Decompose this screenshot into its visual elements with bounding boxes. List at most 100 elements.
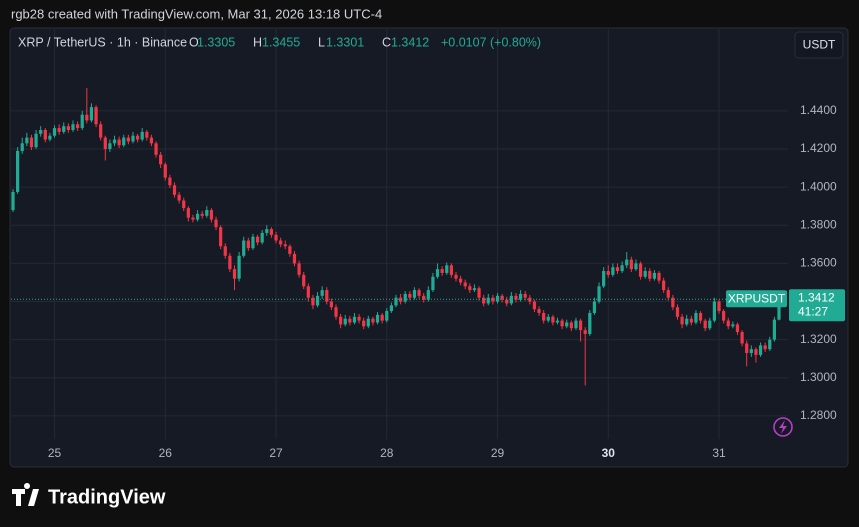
candle-body xyxy=(648,271,652,279)
candle-body xyxy=(186,208,190,218)
legend-value: 1.3301 xyxy=(326,35,364,49)
candle-body xyxy=(149,137,154,144)
candle-body xyxy=(491,297,495,302)
candle-body xyxy=(200,213,204,216)
candle-body xyxy=(749,349,753,354)
candle-body xyxy=(754,349,758,355)
candle-body xyxy=(597,286,601,302)
price-tag: 1.3412 xyxy=(798,290,835,304)
brand-text: TradingView xyxy=(48,486,166,508)
candle-body xyxy=(578,320,583,331)
candle-body xyxy=(758,345,763,355)
lightning-icon[interactable] xyxy=(773,417,793,437)
candle-body xyxy=(154,143,158,155)
candle-body xyxy=(652,272,657,279)
plot-area: 1.28001.30001.32001.34001.36001.38001.40… xyxy=(11,29,845,460)
candle-body xyxy=(583,330,587,334)
candle-body xyxy=(703,320,707,329)
candle-body xyxy=(657,272,661,281)
candle-body xyxy=(195,213,200,220)
candle-body xyxy=(94,107,98,125)
ohlc-legend: O1.3305 H 1.3455 L 1.3301 C 1.3412 +0.0107 (+0.… xyxy=(189,35,541,49)
y-tick-label: 1.4000 xyxy=(800,179,837,193)
candle-body xyxy=(172,185,177,195)
currency-label[interactable]: USDT xyxy=(803,38,836,52)
candle-body xyxy=(394,297,398,306)
candle-body xyxy=(440,269,444,273)
candle-body xyxy=(279,240,283,245)
candle-body xyxy=(99,124,103,138)
candle-body xyxy=(426,290,430,300)
candle-body xyxy=(408,293,412,298)
currency-button[interactable] xyxy=(794,31,844,59)
candle-body xyxy=(80,114,84,129)
candle-body xyxy=(615,267,620,272)
candle-body xyxy=(29,137,34,148)
legend-change: +0.0107 (+0.80%) xyxy=(441,35,541,49)
candle-body xyxy=(131,135,135,142)
candle-body xyxy=(375,314,380,323)
x-tick-label: 25 xyxy=(48,446,62,460)
candle-body xyxy=(675,307,680,317)
candle-body xyxy=(205,210,209,216)
candle-body xyxy=(537,309,541,313)
candle-body xyxy=(694,312,698,323)
candle-body xyxy=(555,320,560,323)
candle-body xyxy=(269,229,274,235)
candle-body xyxy=(292,253,297,264)
candle-body xyxy=(449,265,453,275)
candle-body xyxy=(435,269,440,277)
candle-body xyxy=(486,297,490,304)
candle-body xyxy=(168,177,172,186)
candle-body xyxy=(288,246,292,254)
candle-body xyxy=(735,324,740,333)
candle-body xyxy=(75,124,80,129)
candle-body xyxy=(242,240,246,256)
candle-body xyxy=(569,322,573,329)
y-tick-label: 1.2800 xyxy=(800,408,837,422)
candle-body xyxy=(122,137,126,146)
candle-body xyxy=(445,265,449,273)
candle-body xyxy=(306,286,310,298)
symbol-title: XRP / TetherUS · 1h · Binance xyxy=(18,35,187,49)
legend-value: 1.3305 xyxy=(197,35,235,49)
candle-body xyxy=(339,316,343,325)
candle-body xyxy=(777,299,781,320)
brand-mark xyxy=(12,482,39,506)
candle-body xyxy=(666,290,670,298)
candle-body xyxy=(371,318,375,323)
candle-body xyxy=(62,126,66,132)
candle-body xyxy=(108,143,112,150)
candle-body xyxy=(228,255,232,270)
candle-body xyxy=(66,126,70,130)
candle-body xyxy=(140,131,144,140)
candle-body xyxy=(255,236,260,243)
candle-body xyxy=(745,343,749,354)
candle-body xyxy=(560,320,564,327)
candle-body xyxy=(463,282,467,287)
candle-body xyxy=(48,135,52,140)
legend-key: C xyxy=(382,35,391,49)
candle-body xyxy=(518,293,523,300)
candle-body xyxy=(283,244,287,247)
candle-body xyxy=(126,137,130,142)
candle-body xyxy=(302,274,306,287)
y-tick-label: 1.4200 xyxy=(800,141,837,155)
candle-body xyxy=(315,295,320,306)
candle-body xyxy=(551,316,555,323)
x-tick-label: 27 xyxy=(269,446,283,460)
candle-body xyxy=(625,259,629,266)
brand-logo: TradingView xyxy=(12,482,166,508)
candle-body xyxy=(592,301,597,313)
candle-body xyxy=(602,271,606,287)
candle-body xyxy=(399,297,403,302)
candle-body xyxy=(25,137,29,144)
candle-body xyxy=(159,154,163,165)
candle-body xyxy=(606,271,610,275)
candle-body xyxy=(191,217,195,220)
x-tick-label: 31 xyxy=(712,446,726,460)
candle-body xyxy=(588,312,592,334)
candle-body xyxy=(565,322,569,327)
candle-body xyxy=(768,339,772,350)
candle-body xyxy=(348,318,352,323)
